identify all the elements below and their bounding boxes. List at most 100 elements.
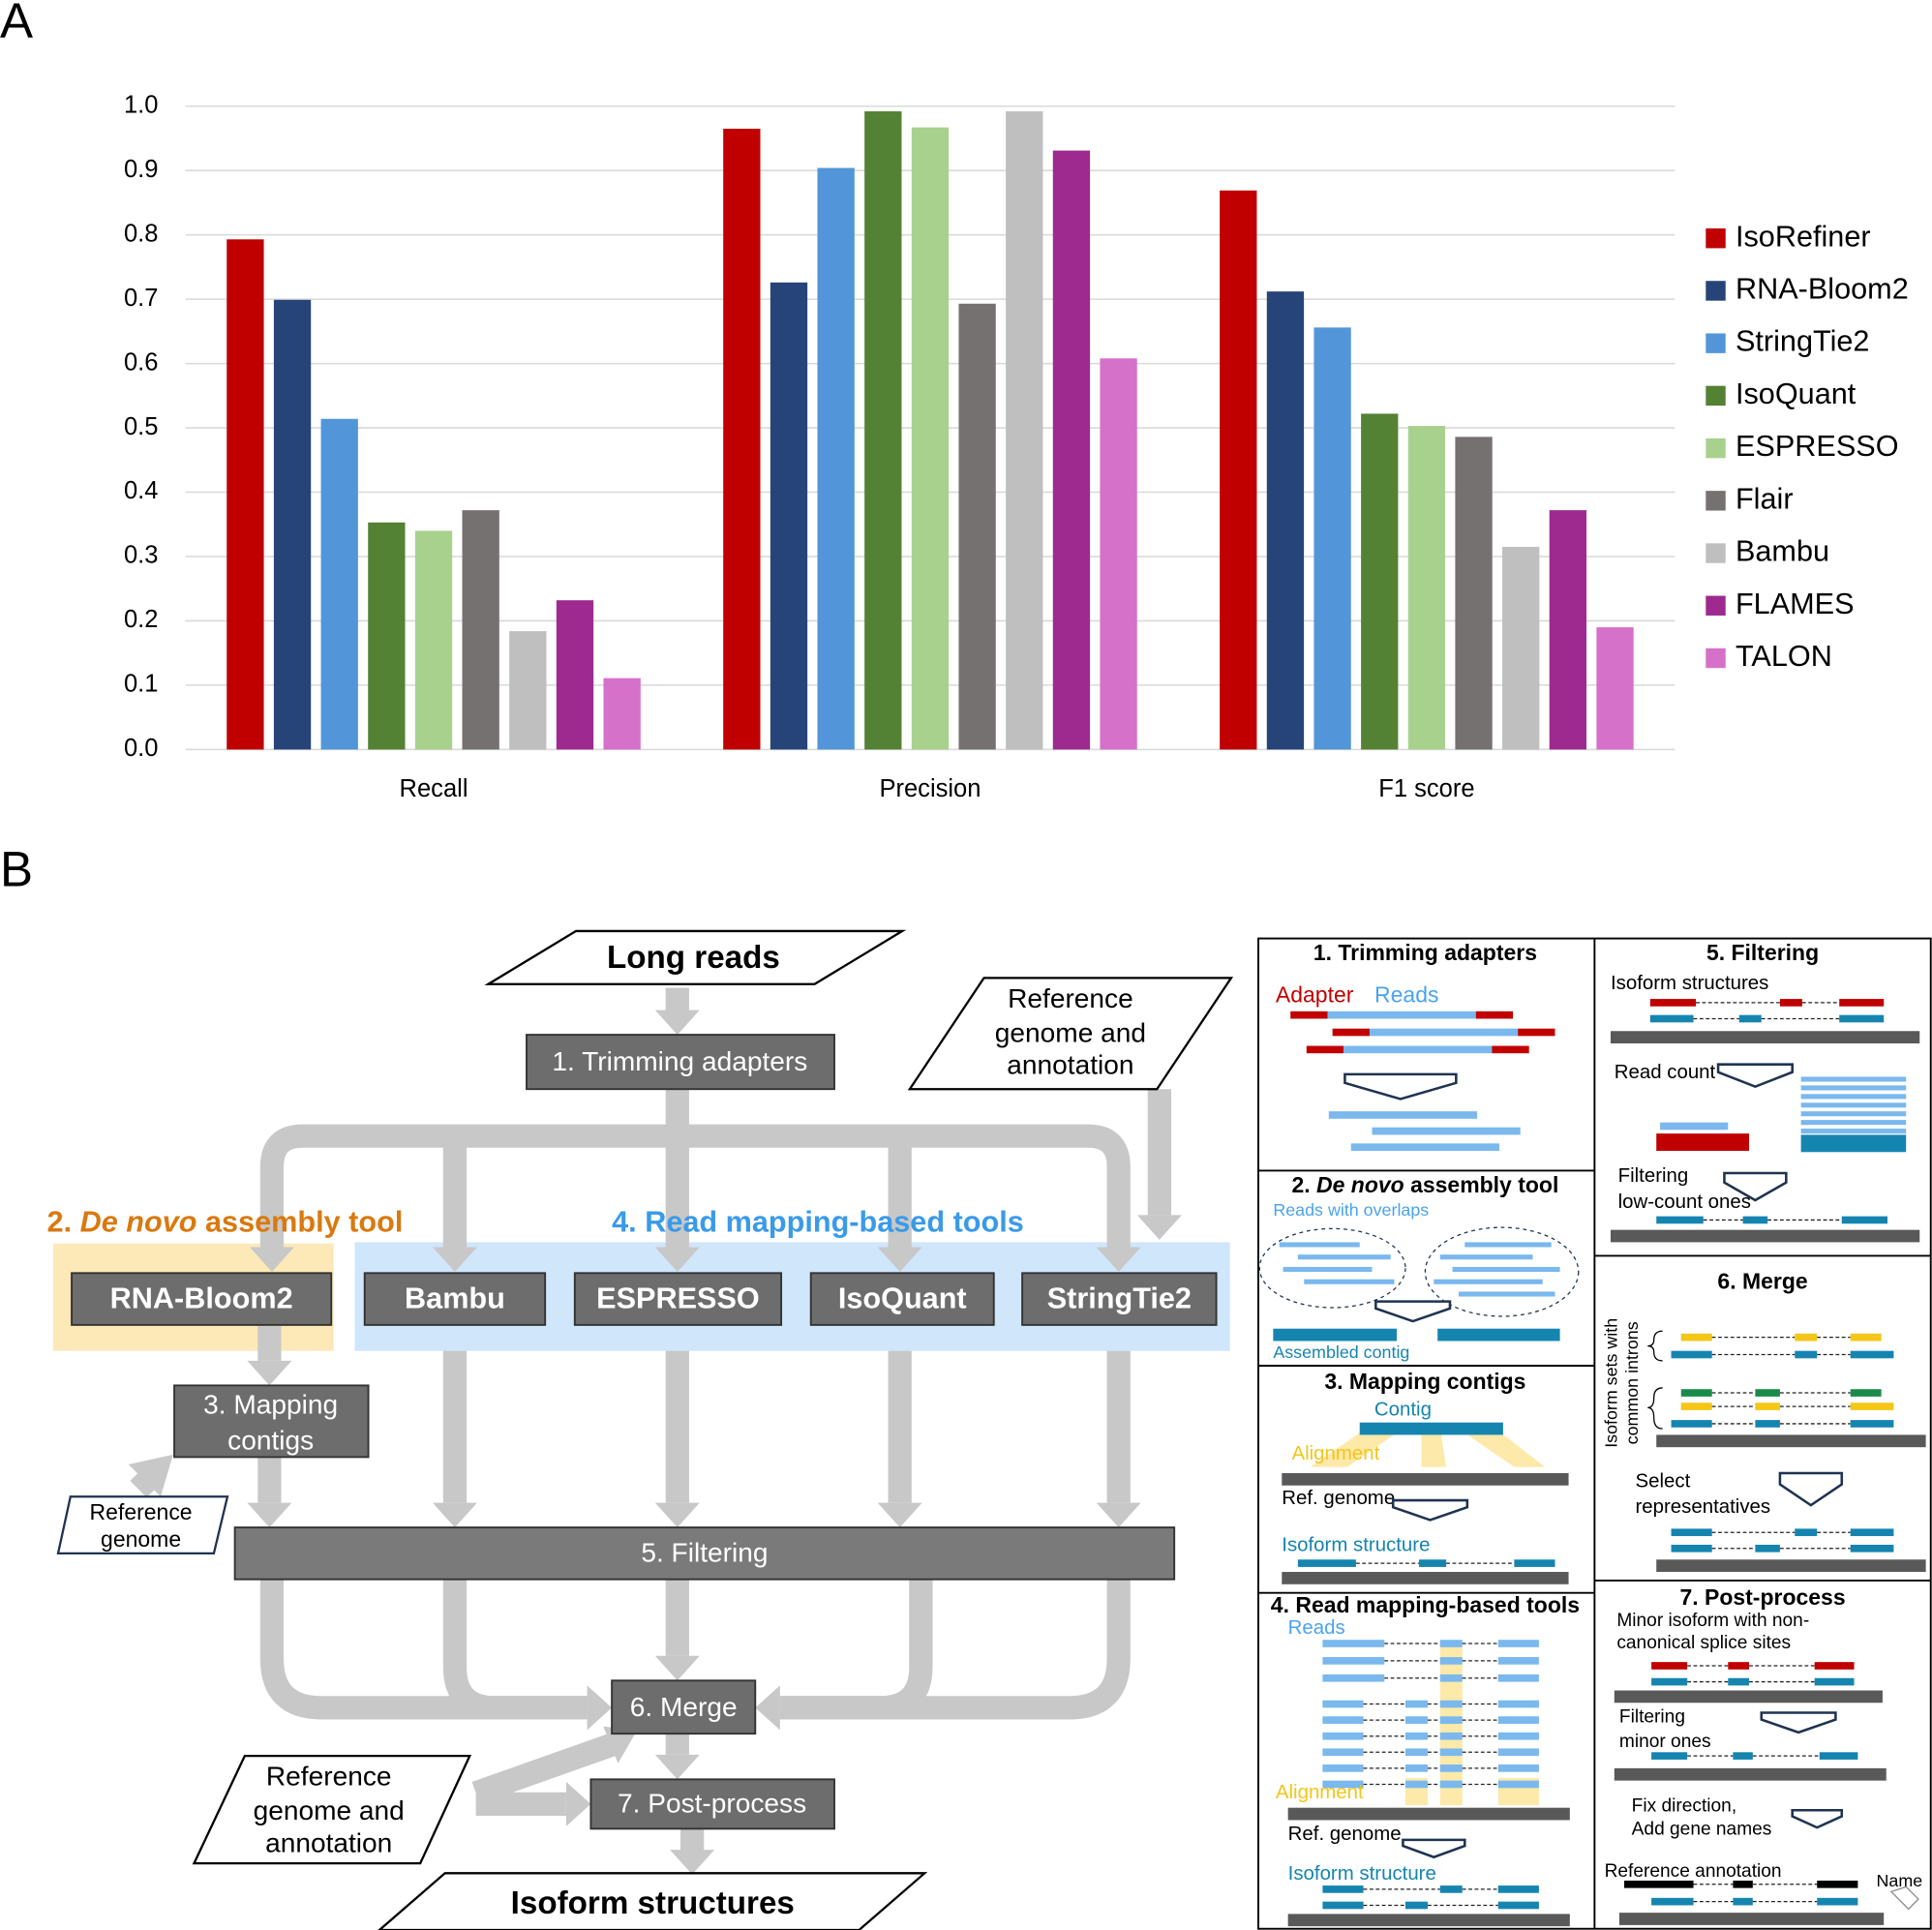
segment bbox=[1322, 1716, 1364, 1724]
arrow-head bbox=[670, 1850, 715, 1875]
label: canonical splice sites bbox=[1616, 1633, 1791, 1653]
arrow-head bbox=[654, 1010, 700, 1036]
step-label: 7. Post-process bbox=[618, 1789, 806, 1819]
segment bbox=[1814, 1677, 1855, 1686]
segment bbox=[1283, 1266, 1373, 1273]
label-part: common introns bbox=[1622, 1321, 1642, 1444]
bar bbox=[1266, 291, 1305, 750]
segment bbox=[1458, 1291, 1555, 1297]
tool-label: IsoQuant bbox=[838, 1282, 967, 1314]
process-box bbox=[573, 1272, 783, 1326]
segment bbox=[1680, 1402, 1712, 1410]
segment bbox=[1322, 1748, 1364, 1757]
segment bbox=[1404, 1748, 1428, 1757]
label: Filtering bbox=[1618, 1165, 1689, 1187]
legend-label: Bambu bbox=[1736, 535, 1829, 568]
segment bbox=[1850, 1350, 1894, 1359]
block-arrow bbox=[1716, 1063, 1794, 1089]
segment bbox=[1614, 1690, 1883, 1704]
bar bbox=[556, 600, 594, 750]
y-tick-label: 0.6 bbox=[124, 348, 159, 376]
data-shape bbox=[484, 929, 907, 985]
bar bbox=[414, 530, 453, 750]
step-label: 6. Merge bbox=[630, 1692, 738, 1722]
segment bbox=[1322, 1780, 1364, 1789]
segment bbox=[1800, 1076, 1907, 1082]
segment bbox=[1404, 1780, 1428, 1789]
pipe bbox=[259, 1124, 1131, 1251]
bar bbox=[509, 631, 547, 750]
label: Isoform structure bbox=[1288, 1863, 1436, 1885]
arrow-head bbox=[432, 1502, 477, 1528]
block-arrow bbox=[1402, 1838, 1466, 1859]
segment bbox=[1671, 1528, 1712, 1537]
block-arrow bbox=[1760, 1711, 1837, 1734]
reference-label: Reference bbox=[90, 1499, 193, 1524]
bar bbox=[958, 303, 996, 750]
segment bbox=[1850, 1389, 1882, 1397]
segment bbox=[1680, 1389, 1712, 1397]
segment bbox=[1434, 1279, 1543, 1284]
y-tick-label: 0.2 bbox=[124, 606, 159, 633]
segment bbox=[1671, 1544, 1712, 1553]
bar bbox=[1361, 413, 1399, 750]
legend-swatch bbox=[1706, 648, 1726, 669]
segment bbox=[1817, 1880, 1858, 1888]
label: Reads bbox=[1374, 982, 1438, 1008]
y-tick-label: 0.5 bbox=[124, 413, 159, 440]
arrow-head bbox=[1096, 1502, 1141, 1528]
legend-swatch bbox=[1706, 437, 1726, 459]
block-arrow bbox=[1374, 1300, 1452, 1323]
process-box bbox=[611, 1679, 757, 1735]
label: Select bbox=[1636, 1470, 1691, 1492]
tool-label: Bambu bbox=[405, 1282, 505, 1314]
segment bbox=[1306, 1045, 1344, 1054]
label: Assembled contig bbox=[1273, 1342, 1409, 1362]
segment bbox=[1328, 1111, 1478, 1119]
segment bbox=[1800, 1129, 1907, 1134]
segment bbox=[1439, 1716, 1463, 1724]
segment bbox=[1800, 1120, 1907, 1126]
x-tick-label: Precision bbox=[879, 775, 981, 802]
arrow-head bbox=[654, 1655, 700, 1681]
arrow-head bbox=[1096, 1247, 1141, 1273]
step-label: 3. Mapping bbox=[203, 1390, 338, 1420]
segment bbox=[1439, 1674, 1463, 1682]
group-heading: 2. De novo assembly tool bbox=[47, 1205, 404, 1238]
y-tick-label: 0.0 bbox=[124, 735, 159, 762]
alignment bbox=[1310, 1429, 1404, 1467]
segment bbox=[1841, 1216, 1888, 1224]
segment bbox=[1656, 1559, 1926, 1573]
segment bbox=[1322, 1700, 1364, 1708]
segment bbox=[1728, 1677, 1749, 1686]
segment bbox=[1439, 1700, 1463, 1708]
segment bbox=[1656, 1434, 1926, 1448]
segment bbox=[1671, 1350, 1712, 1359]
segment bbox=[1800, 1085, 1907, 1091]
segment bbox=[1279, 1242, 1360, 1248]
block-arrow bbox=[1343, 1072, 1458, 1101]
bar bbox=[462, 510, 499, 750]
segment bbox=[1518, 1028, 1555, 1037]
segment bbox=[1614, 1767, 1887, 1781]
segment bbox=[1497, 1674, 1539, 1682]
segment bbox=[1287, 1914, 1570, 1927]
label: Alignment bbox=[1276, 1782, 1364, 1803]
brace bbox=[1647, 1387, 1663, 1430]
segment bbox=[1850, 1528, 1894, 1537]
arrow-head bbox=[877, 1502, 922, 1528]
segment bbox=[1497, 1700, 1539, 1708]
segment bbox=[1795, 1350, 1818, 1359]
panel-label: A bbox=[0, 0, 33, 48]
y-tick-label: 0.4 bbox=[124, 477, 159, 504]
process-box bbox=[1021, 1272, 1218, 1326]
segment bbox=[1322, 1732, 1364, 1740]
step-title: 1. Trimming adapters bbox=[1313, 940, 1537, 965]
label: Ref. genome bbox=[1288, 1824, 1402, 1845]
reference-label: annotation bbox=[265, 1827, 392, 1857]
segment bbox=[1610, 1031, 1920, 1044]
segment bbox=[1800, 1111, 1907, 1117]
segment bbox=[1651, 1677, 1688, 1686]
brace bbox=[1647, 1330, 1663, 1362]
